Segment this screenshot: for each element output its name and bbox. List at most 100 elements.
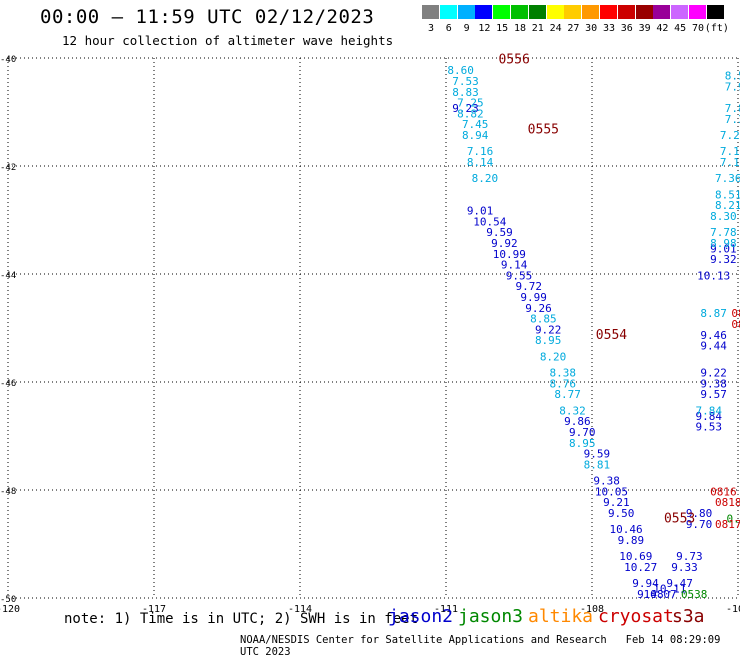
data-point-label: 9.23 (452, 102, 479, 115)
color-scale-label: 36 (620, 23, 633, 34)
data-point-label: 9.01 (710, 242, 737, 255)
pass-time-label: 0556 (498, 52, 529, 67)
data-point-label: 7.84 (696, 404, 723, 417)
data-point-label: 9.22 (700, 367, 727, 380)
data-point-label: 8.94 (462, 129, 489, 142)
legend-altika: altika (528, 606, 594, 627)
data-point-label: 0538 (681, 588, 708, 601)
color-scale-label: 3 (427, 23, 435, 34)
data-point-label: 10.46 (610, 523, 643, 536)
y-tick-label: -48 (0, 487, 16, 497)
data-point-label: 7.45 (462, 118, 489, 131)
data-point-label: 9.53 (696, 421, 723, 434)
data-point-label: 10.07 (644, 588, 677, 601)
data-point-label: 9.26 (525, 302, 552, 315)
color-swatch (564, 5, 582, 19)
data-point-label: 9.50 (608, 507, 635, 520)
color-swatch (635, 5, 653, 19)
data-point-label: 0816 (710, 485, 737, 498)
chart-title: 00:00 – 11:59 UTC 02/12/2023 (40, 6, 375, 28)
data-point-label: 10.99 (493, 248, 526, 261)
data-point-label: 8.82 (457, 107, 484, 120)
data-point-label: 8.38 (550, 367, 577, 380)
data-point-label: 7.84 (725, 102, 740, 115)
data-point-label: 9.21 (603, 496, 630, 509)
data-point-label: 8.59 (725, 70, 740, 83)
color-swatch (475, 5, 493, 19)
data-point-label: 9.99 (520, 291, 547, 304)
data-point-label: 8.87 (700, 307, 727, 320)
data-point-label: 10.54 (473, 215, 506, 228)
data-point-label: 8.20 (540, 350, 567, 363)
data-point-label: 8.85 (530, 313, 557, 326)
data-point-label: 7.27 (720, 129, 740, 142)
color-scale-label: 30 (585, 23, 598, 34)
pass-time-label: 0554 (596, 328, 627, 343)
data-point-label: 9.33 (671, 561, 698, 574)
data-point-label: 0817 (715, 518, 740, 531)
data-point-label: 0818 (715, 496, 740, 509)
data-point-label: 9.89 (618, 534, 645, 547)
data-point-label: 9.22 (535, 323, 562, 336)
color-scale-label: 12 (478, 23, 491, 34)
color-scale-label: 27 (567, 23, 580, 34)
data-point-label: 8.30 (710, 210, 737, 223)
color-swatch (689, 5, 706, 19)
color-swatch (706, 5, 724, 19)
data-point-label: 9.94 (632, 577, 659, 590)
color-scale-label: 18 (513, 23, 527, 34)
data-point-label: 7.18 (720, 145, 740, 158)
color-scale-label: (ft) (704, 23, 729, 34)
data-point-label: 9.38 (700, 377, 727, 390)
data-point-label: 8.20 (472, 172, 499, 185)
data-point-label: 9.32 (710, 253, 737, 266)
data-point-label: 7.78 (710, 226, 737, 239)
data-point-label: 9.48 (637, 588, 664, 601)
color-swatch (493, 5, 511, 19)
legend-cryosat: cryosat (598, 606, 674, 627)
y-tick-label: -50 (0, 595, 16, 605)
footer-credit: NOAA/NESDIS Center for Satellite Applica… (240, 634, 740, 658)
data-point-label: 8.60 (447, 64, 474, 77)
x-tick-label: -117 (142, 604, 166, 615)
data-point-label: 10.05 (595, 485, 628, 498)
color-scale-label: 39 (638, 23, 651, 34)
data-point-label: 7.53 (452, 75, 479, 88)
color-swatch (600, 5, 617, 19)
data-point-label: 8.81 (584, 458, 611, 471)
chart-subtitle: 12 hour collection of altimeter wave hei… (62, 33, 394, 48)
x-tick-label: -114 (288, 604, 312, 615)
color-swatch (457, 5, 475, 19)
data-point-label: 8.51 (715, 188, 740, 201)
color-scale-label: 45 (674, 23, 687, 34)
x-tick-label: -108 (580, 604, 604, 615)
legend-jason3: jason3 (458, 606, 524, 627)
data-point-label: 9.70 (686, 518, 713, 531)
data-point-label: 8.98 (710, 237, 737, 250)
data-point-label: 9.14 (501, 259, 528, 272)
data-point-label: 9.01 (467, 205, 494, 218)
data-point-label: 8.76 (550, 377, 577, 390)
x-tick-label: -105 (726, 604, 740, 615)
data-point-label: 10.69 (619, 550, 652, 563)
color-scale-label: 70 (691, 23, 705, 34)
color-swatch (653, 5, 671, 19)
pass-time-label: 0553 (664, 511, 695, 526)
data-point-label: 9.73 (676, 550, 703, 563)
data-point-label: 7.90 (725, 80, 740, 93)
data-point-label: 9.92 (491, 237, 518, 250)
data-point-label: 10.11 (653, 583, 686, 596)
y-tick-label: -44 (0, 271, 16, 281)
color-swatch (546, 5, 564, 19)
data-point-label: 9.47 (666, 577, 693, 590)
color-swatch (528, 5, 546, 19)
color-swatch (617, 5, 635, 19)
data-point-label: 8.77 (554, 388, 581, 401)
data-point-label: 9.38 (593, 475, 620, 488)
color-swatch (439, 5, 457, 19)
color-scale-label: 6 (445, 23, 452, 34)
color-scale-label: 42 (656, 23, 669, 34)
data-point-label: 9.59 (486, 226, 513, 239)
color-scale-label: 24 (549, 23, 562, 34)
